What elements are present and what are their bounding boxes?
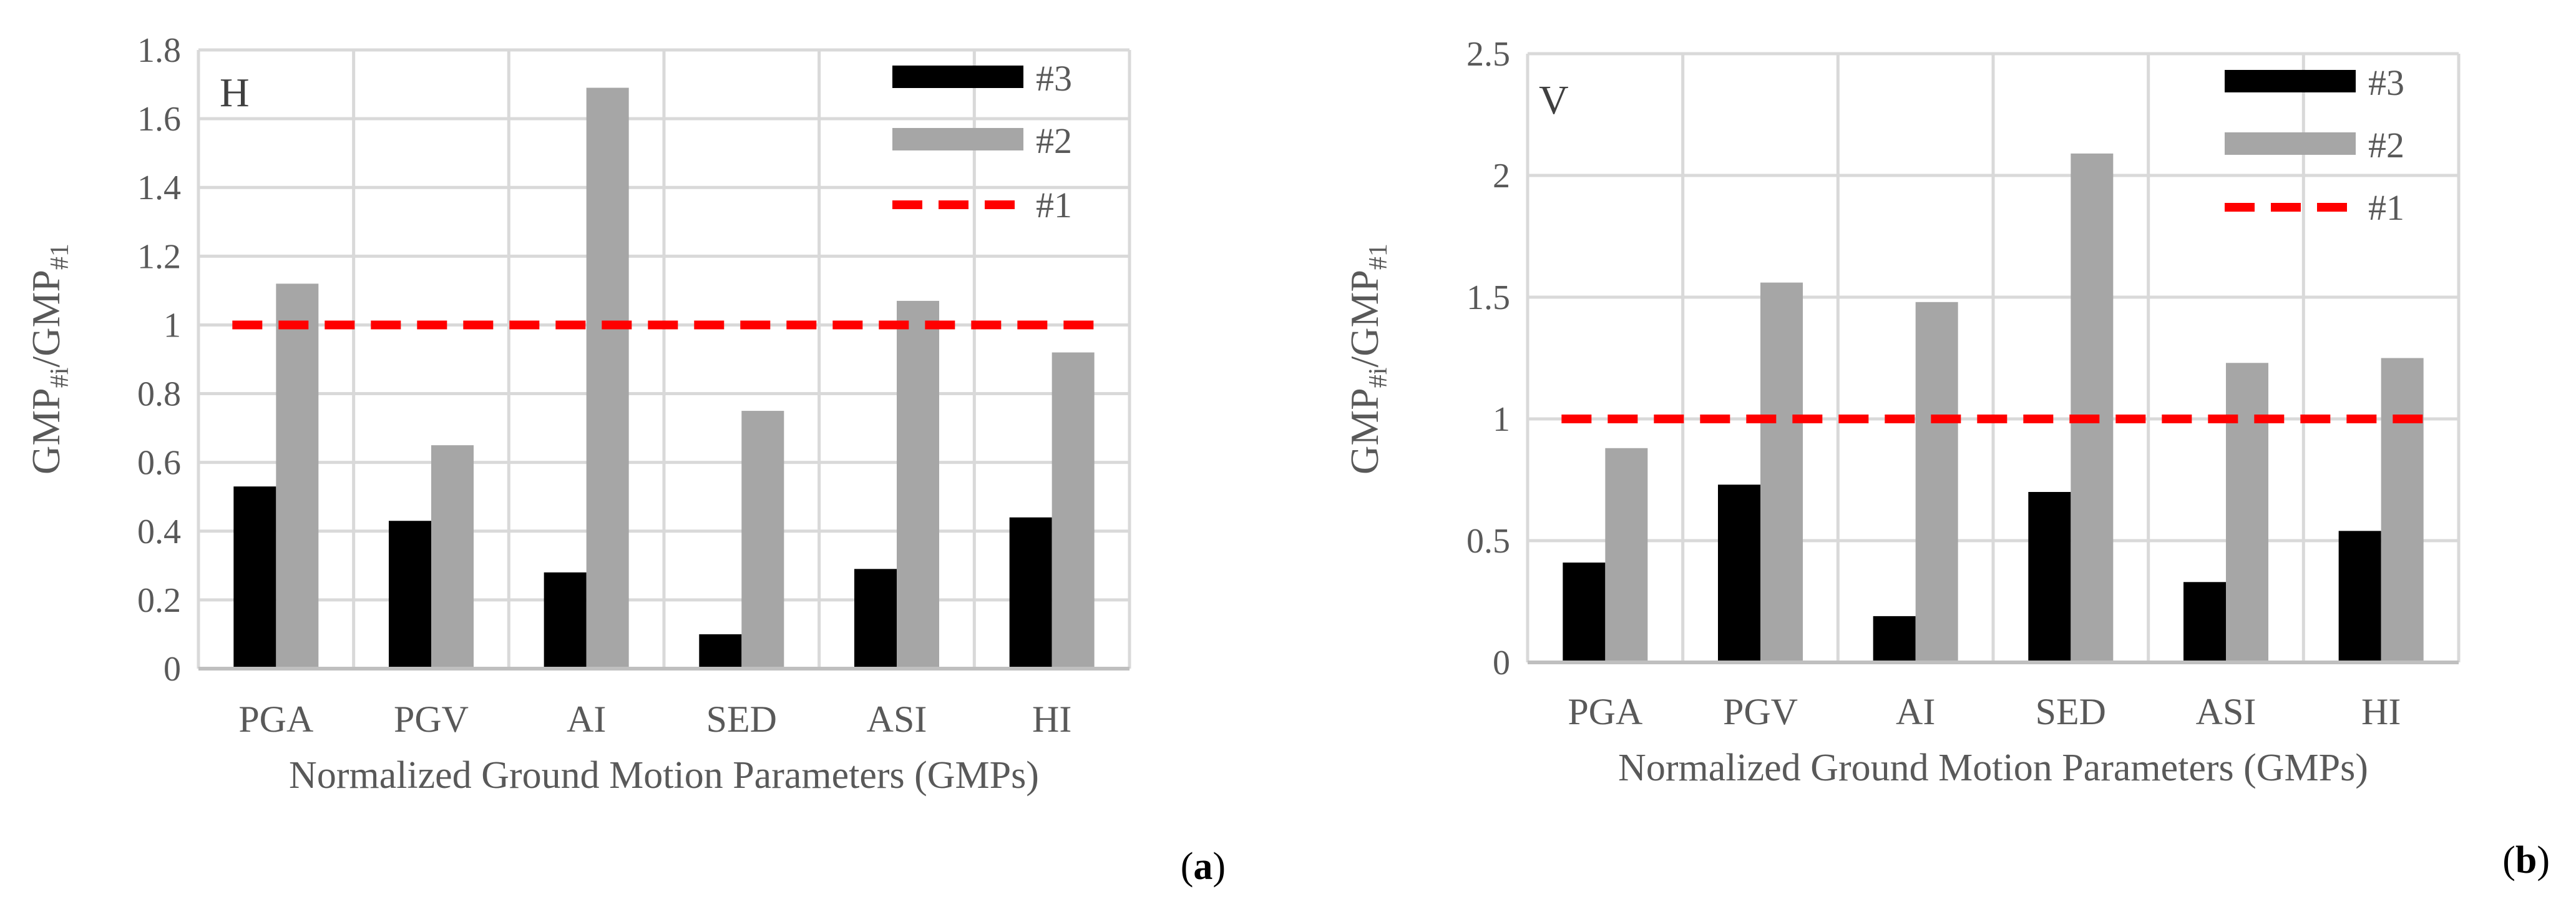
bar-series3-pga <box>1563 563 1606 662</box>
panel-tag: H <box>220 70 250 115</box>
legend-swatch-series3 <box>2225 70 2356 92</box>
bar-series2-hi <box>2381 358 2424 662</box>
x-tick-label-hi: HI <box>2361 691 2401 732</box>
bar-series3-ai <box>544 572 587 669</box>
panel-label: (a) <box>1181 845 1226 888</box>
legend-label-series3: #3 <box>1036 58 1072 99</box>
bar-series3-pgv <box>1718 484 1760 662</box>
bar-series3-pga <box>233 486 276 669</box>
bar-series2-sed <box>741 411 784 669</box>
y-axis-title: GMP#i/GMP#1 <box>1342 243 1393 474</box>
y-axis-title-part: GMP <box>1342 388 1387 474</box>
y-tick-label: 0.6 <box>137 444 181 483</box>
x-tick-label-ai: AI <box>567 699 606 740</box>
y-tick-label: 0 <box>1493 644 1510 682</box>
y-tick-label: 1 <box>1493 400 1510 439</box>
legend-label-series2: #2 <box>2368 125 2404 165</box>
y-axis-title: GMP#i/GMP#1 <box>24 243 74 474</box>
y-axis-title-part: GMP <box>24 388 68 474</box>
bar-series2-asi <box>2226 363 2268 662</box>
bar-series2-pgv <box>431 445 474 669</box>
legend-label-series2: #2 <box>1036 120 1072 161</box>
y-tick-label: 1.8 <box>137 31 181 70</box>
panel-label-paren: ) <box>1212 845 1226 888</box>
bar-series2-sed <box>2071 153 2114 662</box>
y-tick-label: 1.6 <box>137 100 181 139</box>
legend-swatch-series2 <box>892 128 1023 150</box>
y-axis-title-subscript: #1 <box>1364 243 1393 270</box>
x-tick-label-pgv: PGV <box>394 699 469 740</box>
bar-series3-sed <box>699 634 742 669</box>
y-axis-title-part: /GMP <box>1342 270 1387 368</box>
bar-series3-sed <box>2028 492 2071 662</box>
panel-label-paren: ) <box>2537 839 2550 882</box>
panel-label-paren: ( <box>1181 845 1194 888</box>
y-tick-label: 0 <box>163 650 181 689</box>
y-tick-label: 1.2 <box>137 237 181 276</box>
bar-series3-pgv <box>389 521 431 669</box>
x-tick-label-pga: PGA <box>238 699 313 740</box>
panel-label: (b) <box>2502 839 2550 882</box>
x-axis-title: Normalized Ground Motion Parameters (GMP… <box>1618 747 2368 789</box>
bar-series2-ai <box>1915 302 1958 662</box>
bar-series2-ai <box>586 87 629 669</box>
bar-series2-pga <box>1605 448 1648 662</box>
x-tick-label-sed: SED <box>706 699 777 740</box>
bar-series2-pgv <box>1760 282 1803 663</box>
y-tick-label: 1.5 <box>1466 278 1510 317</box>
chart-panel-a: 0 0.2 0.4 0.6 0.8 1 1.2 1.4 1.6 1.8 PGA PGV AI SED ASI… <box>24 31 1226 888</box>
legend-label-series1: #1 <box>1036 185 1072 225</box>
y-axis-title-subscript: #i <box>46 368 74 388</box>
y-axis-title-subscript: #i <box>1364 368 1393 388</box>
legend-swatch-series3 <box>892 66 1023 88</box>
bar-series2-hi <box>1051 352 1095 669</box>
y-axis-title-subscript: #1 <box>46 243 74 270</box>
x-tick-label-ai: AI <box>1896 691 1935 732</box>
legend-swatch-series2 <box>2225 132 2356 155</box>
y-tick-label: 1 <box>163 306 181 345</box>
x-tick-label-pgv: PGV <box>1723 691 1798 732</box>
y-tick-label: 0.4 <box>137 513 181 551</box>
y-tick-label: 0.5 <box>1466 522 1510 561</box>
bar-series3-ai <box>1873 616 1916 662</box>
y-axis-title-part: /GMP <box>24 270 68 368</box>
panel-tag: V <box>1539 77 1569 123</box>
x-tick-label-asi: ASI <box>2196 691 2256 732</box>
panel-label-letter: b <box>2515 839 2537 882</box>
x-tick-label-hi: HI <box>1032 699 1071 740</box>
bar-series3-asi <box>854 569 897 669</box>
bar-series3-hi <box>1009 517 1052 669</box>
legend: #3 #2 #1 <box>2225 62 2404 228</box>
legend-label-series1: #1 <box>2368 187 2404 228</box>
y-tick-label: 1.4 <box>137 169 181 207</box>
panel-label-letter: a <box>1193 845 1212 888</box>
y-tick-label: 2 <box>1493 157 1510 195</box>
bar-series2-asi <box>897 300 939 669</box>
x-axis-title: Normalized Ground Motion Parameters (GMP… <box>289 754 1039 797</box>
bar-series3-hi <box>2338 531 2381 662</box>
x-tick-label-sed: SED <box>2036 691 2106 732</box>
x-tick-label-pga: PGA <box>1568 691 1642 732</box>
bar-series3-asi <box>2183 582 2226 662</box>
y-tick-label: 2.5 <box>1466 35 1510 74</box>
bar-series2-pga <box>276 283 319 669</box>
y-tick-label: 0.2 <box>137 581 181 620</box>
legend: #3 #2 #1 <box>892 58 1072 225</box>
legend-label-series3: #3 <box>2368 62 2404 103</box>
panel-label-paren: ( <box>2502 839 2515 882</box>
chart-panel-b: 0 0.5 1 1.5 2 2.5 PGA PGV AI SED ASI HI Normalized G… <box>1342 35 2550 882</box>
x-tick-label-asi: ASI <box>867 699 927 740</box>
y-tick-label: 0.8 <box>137 375 181 414</box>
